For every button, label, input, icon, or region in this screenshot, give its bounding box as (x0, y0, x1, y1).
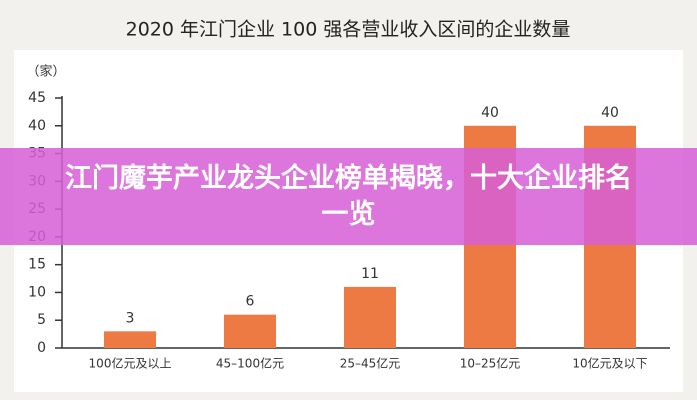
y-tick-label: 15 (28, 257, 46, 273)
value-label: 40 (601, 105, 619, 121)
y-axis-unit: （家） (26, 64, 65, 80)
bar (224, 314, 276, 348)
y-tick-label: 45 (28, 90, 46, 106)
y-tick-label: 5 (37, 312, 46, 328)
x-tick-label: 10亿元及以下 (572, 356, 647, 371)
value-label: 6 (246, 294, 255, 310)
value-label: 3 (126, 310, 135, 326)
value-label: 40 (481, 105, 499, 121)
x-tick-label: 45–100亿元 (216, 356, 284, 371)
y-tick-label: 0 (37, 340, 46, 356)
bar (344, 286, 396, 348)
banner-text: 江门魔芋产业龙头企业榜单揭晓，十大企业排名一览 (65, 162, 632, 230)
y-tick-label: 10 (28, 284, 46, 300)
bar (104, 331, 156, 348)
x-tick-label: 25–45亿元 (340, 356, 401, 371)
value-label: 11 (361, 266, 379, 282)
y-tick-label: 40 (28, 118, 46, 134)
x-tick-label: 100亿元及以上 (89, 356, 172, 371)
chart-title: 2020 年江门企业 100 强各营业收入区间的企业数量 (126, 19, 571, 41)
banner: 江门魔芋产业龙头企业榜单揭晓，十大企业排名一览 (0, 148, 697, 245)
x-tick-label: 10–25亿元 (460, 356, 521, 371)
